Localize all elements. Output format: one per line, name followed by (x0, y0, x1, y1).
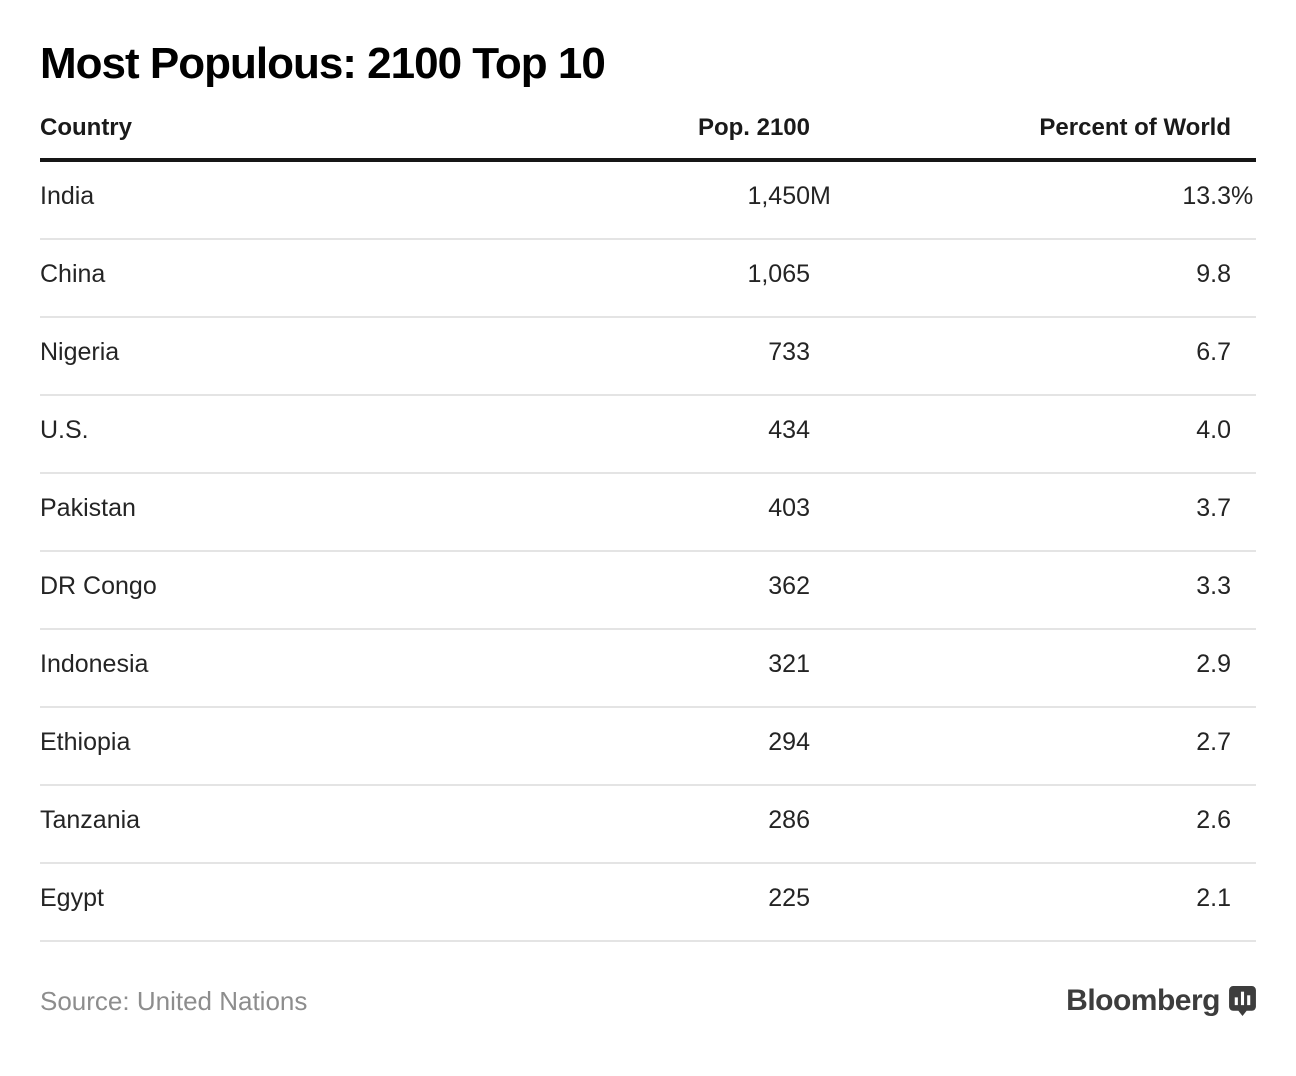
percent-unit: % (1231, 181, 1254, 210)
country-label: Tanzania (40, 805, 141, 834)
column-header-percent: Percent of World (1039, 114, 1231, 141)
percent-cell: 9.8 (1196, 259, 1231, 288)
pop-cell: 294 (768, 727, 810, 756)
pop-cell: 321 (768, 649, 810, 678)
percent-cell: 4.0 (1196, 415, 1231, 444)
table-row: Nigeria 733 6.7 (40, 318, 1256, 396)
column-header-country: Country (40, 114, 132, 141)
pop-cell: 362 (768, 571, 810, 600)
header-rule (40, 158, 1256, 162)
table-row: Indonesia 321 2.9 (40, 630, 1256, 708)
table-row: Egypt 225 2.1 (40, 864, 1256, 942)
percent-cell: 2.6 (1196, 805, 1231, 834)
bloomberg-chart-bubble-icon (1229, 985, 1256, 1017)
page-title: Most Populous: 2100 Top 10 (40, 39, 606, 88)
pop-cell: 286 (768, 805, 810, 834)
pop-cell: 403 (768, 493, 810, 522)
table-row: Ethiopia 294 2.7 (40, 708, 1256, 786)
percent-cell: 2.1 (1196, 883, 1231, 912)
country-label: Indonesia (40, 649, 149, 678)
table-body: India 1,450M 13.3% China 1,065 9.8 Niger… (40, 162, 1256, 942)
percent-cell: 2.9 (1196, 649, 1231, 678)
pop-unit: M (810, 181, 831, 210)
chart-container: Most Populous: 2100 Top 10 Country Pop. … (40, 39, 1256, 1018)
country-label: China (40, 259, 106, 288)
percent-cell: 3.7 (1196, 493, 1231, 522)
table-row: Tanzania 286 2.6 (40, 786, 1256, 864)
percent-cell: 2.7 (1196, 727, 1231, 756)
table-row: Pakistan 403 3.7 (40, 474, 1256, 552)
pop-cell: 733 (768, 337, 810, 366)
chart-footer: Source: United Nations Bloomberg (40, 984, 1256, 1018)
table-row: U.S. 434 4.0 (40, 396, 1256, 474)
table-row: India 1,450M 13.3% (40, 162, 1256, 240)
column-header-pop: Pop. 2100 (697, 114, 810, 141)
bloomberg-logo: Bloomberg (1066, 984, 1256, 1018)
country-label: India (40, 181, 95, 210)
pop-cell: 1,065 (747, 259, 810, 288)
country-label: Ethiopia (40, 727, 131, 756)
country-label: Egypt (40, 883, 104, 912)
pop-cell: 1,450M (610, 182, 836, 211)
percent-cell: 13.3% (836, 182, 1256, 211)
country-label: U.S. (40, 415, 89, 444)
table-header-row: Country Pop. 2100 Percent of World (40, 114, 1256, 142)
table-row: DR Congo 362 3.3 (40, 552, 1256, 630)
pop-cell: 225 (768, 883, 810, 912)
percent-cell: 3.3 (1196, 571, 1231, 600)
table-row: China 1,065 9.8 (40, 240, 1256, 318)
bloomberg-wordmark: Bloomberg (1066, 984, 1220, 1017)
source-note: Source: United Nations (40, 985, 308, 1016)
percent-cell: 6.7 (1196, 337, 1231, 366)
country-label: Pakistan (40, 493, 136, 522)
pop-cell: 434 (768, 415, 810, 444)
country-label: DR Congo (40, 571, 157, 600)
country-label: Nigeria (40, 337, 120, 366)
